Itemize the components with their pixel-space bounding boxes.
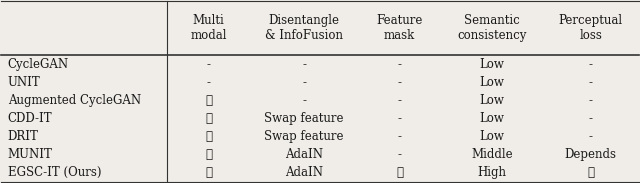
Text: ✓: ✓ [205,112,212,125]
Text: Depends: Depends [565,148,617,161]
Text: MUNIT: MUNIT [8,148,52,161]
Text: ✓: ✓ [205,130,212,143]
Text: Low: Low [479,94,504,107]
Text: -: - [589,112,593,125]
Text: -: - [589,76,593,89]
Text: -: - [397,76,402,89]
Text: ✓: ✓ [205,148,212,161]
Text: Low: Low [479,112,504,125]
Text: AdaIN: AdaIN [285,166,323,179]
Text: Augmented CycleGAN: Augmented CycleGAN [8,94,141,107]
Text: Multi
modal: Multi modal [190,14,227,42]
Text: ✓: ✓ [396,166,403,179]
Text: -: - [302,94,306,107]
Text: -: - [207,76,211,89]
Text: DRIT: DRIT [8,130,38,143]
Text: CDD-IT: CDD-IT [8,112,52,125]
Text: -: - [397,148,402,161]
Text: Semantic
consistency: Semantic consistency [458,14,527,42]
Text: EGSC-IT (Ours): EGSC-IT (Ours) [8,166,101,179]
Text: Low: Low [479,76,504,89]
Text: -: - [589,130,593,143]
Text: Swap feature: Swap feature [264,130,344,143]
Text: Feature
mask: Feature mask [376,14,423,42]
Text: -: - [397,94,402,107]
Text: -: - [302,58,306,71]
Text: Low: Low [479,58,504,71]
Text: -: - [207,58,211,71]
Text: Perceptual
loss: Perceptual loss [559,14,623,42]
Text: ✓: ✓ [205,166,212,179]
Text: Middle: Middle [471,148,513,161]
Text: -: - [397,112,402,125]
Text: -: - [302,76,306,89]
Text: -: - [589,94,593,107]
Text: CycleGAN: CycleGAN [8,58,69,71]
Text: -: - [397,130,402,143]
Text: Low: Low [479,130,504,143]
Text: High: High [477,166,506,179]
Text: Disentangle
& InfoFusion: Disentangle & InfoFusion [265,14,343,42]
Text: Swap feature: Swap feature [264,112,344,125]
Text: UNIT: UNIT [8,76,40,89]
Text: ✓: ✓ [588,166,595,179]
Text: ✓: ✓ [205,94,212,107]
Text: AdaIN: AdaIN [285,148,323,161]
Text: -: - [589,58,593,71]
Text: -: - [397,58,402,71]
